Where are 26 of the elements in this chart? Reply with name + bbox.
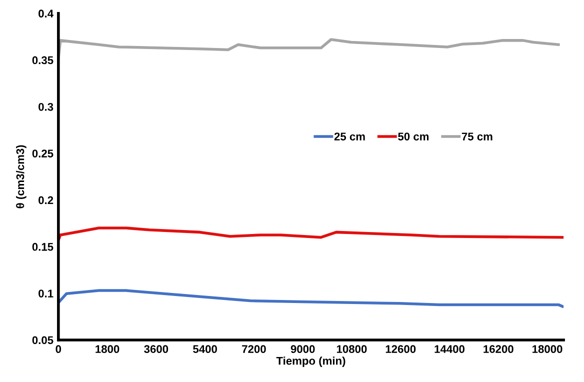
y-tick-label: 0.2 — [38, 196, 54, 204]
x-tick-label: 10800 — [336, 345, 367, 354]
x-tick-label: 14400 — [434, 345, 464, 354]
legend-label: 25 cm — [334, 132, 365, 140]
line-series — [58, 289, 564, 308]
y-tick-label: 0.3 — [38, 102, 54, 111]
y-tick-label: 0.1 — [38, 290, 54, 298]
x-tick-label: 9000 — [290, 345, 315, 354]
legend-label: 75 cm — [462, 132, 492, 140]
x-tick-label: 0 — [56, 345, 62, 354]
y-tick-label: 0.35 — [32, 56, 54, 64]
x-tick-label: 1800 — [96, 345, 120, 354]
y-tick-label: 0.4 — [38, 10, 54, 18]
x-tick-label: 3600 — [144, 345, 168, 354]
y-tick-label: 0.15 — [32, 242, 54, 251]
x-axis-title: Tiempo (min) — [276, 356, 346, 367]
line-series — [58, 226, 564, 242]
x-tick-label: 5400 — [193, 345, 217, 354]
x-tick-label: 18000 — [532, 345, 562, 354]
x-tick-label: 16200 — [484, 345, 514, 354]
legend-label: 50 cm — [398, 132, 429, 140]
x-tick-label: 12600 — [386, 345, 416, 354]
y-axis-title: θ (cm3/cm3) — [16, 145, 26, 208]
y-tick-label: 0.25 — [32, 150, 54, 158]
x-tick-label: 7200 — [242, 345, 266, 354]
y-tick-label: 0.05 — [32, 336, 54, 344]
